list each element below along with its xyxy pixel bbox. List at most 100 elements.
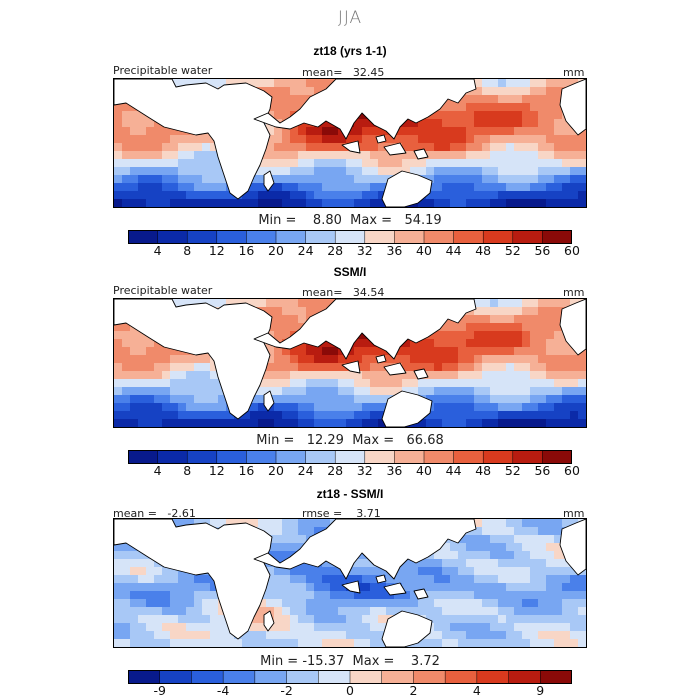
colorbar-tick-label: 40 xyxy=(416,243,432,258)
colorbar-swatch xyxy=(453,230,484,244)
colorbar-swatch xyxy=(445,670,478,684)
colorbar-swatch xyxy=(424,450,455,464)
colorbar-tick-label: -4 xyxy=(216,683,230,698)
colorbar-swatch xyxy=(364,230,395,244)
panel-3-rmse-label: rmse = 3.71 xyxy=(302,507,381,520)
panel-1-map xyxy=(113,78,587,208)
colorbar-tick-label: 36 xyxy=(386,463,403,478)
colorbar-swatch xyxy=(191,670,224,684)
colorbar-swatch xyxy=(483,450,514,464)
colorbar-swatch xyxy=(254,670,288,684)
colorbar-tick-label: 52 xyxy=(504,463,521,478)
colorbar-swatch xyxy=(335,450,366,464)
colorbar-tick-label: 0 xyxy=(346,683,354,698)
colorbar-swatch xyxy=(128,670,161,684)
colorbar-tick-label: 48 xyxy=(475,463,492,478)
panel-1-unit-label: mm xyxy=(563,66,585,79)
panel-1-map-svg xyxy=(114,79,586,207)
colorbar-tick-label: 36 xyxy=(386,243,403,258)
panel-3-unit-label: mm xyxy=(563,507,585,520)
colorbar-tick-label: 44 xyxy=(445,463,462,478)
colorbar-swatch xyxy=(350,670,383,684)
panel-1-min-max: Min = 8.80 Max = 54.19 xyxy=(258,213,442,228)
colorbar-swatch xyxy=(187,230,218,244)
colorbar-swatch xyxy=(476,670,510,684)
colorbar-tick-label: 2 xyxy=(409,683,418,698)
colorbar-tick-label: 32 xyxy=(356,243,373,258)
panel-2-colorbar-ticks: 4 8 12 16 20 24 28 32 36 40 44 48 52 56 60 xyxy=(128,463,580,479)
panel-3-map-svg xyxy=(114,519,586,647)
panel-3-map xyxy=(113,518,587,648)
colorbar-swatch xyxy=(159,670,192,684)
panel-2-min-max: Min = 12.29 Max = 66.68 xyxy=(256,433,444,448)
colorbar-swatch xyxy=(540,670,573,684)
colorbar-tick-label: 4 xyxy=(153,463,162,478)
colorbar-swatch xyxy=(424,230,455,244)
colorbar-tick-label: -9 xyxy=(153,683,166,698)
colorbar-swatch xyxy=(364,450,395,464)
colorbar-swatch xyxy=(128,230,159,244)
colorbar-tick-label: 24 xyxy=(297,463,314,478)
colorbar-tick-label: 40 xyxy=(416,463,432,478)
season-title: JJA xyxy=(337,8,363,28)
colorbar-swatch xyxy=(542,450,573,464)
panel-2-map xyxy=(113,298,587,428)
colorbar-tick-label: 16 xyxy=(238,243,255,258)
colorbar-swatch xyxy=(246,450,277,464)
colorbar-tick-label: 52 xyxy=(504,243,521,258)
colorbar-swatch xyxy=(286,670,319,684)
colorbar-swatch xyxy=(394,450,425,464)
panel-2-map-svg xyxy=(114,299,586,427)
colorbar-tick-label: 60 xyxy=(564,463,580,478)
colorbar-tick-label: 8 xyxy=(183,463,192,478)
colorbar-tick-label: -2 xyxy=(280,683,293,698)
panel-1-title: zt18 (yrs 1-1) xyxy=(313,44,387,58)
continent-outlines xyxy=(114,299,586,427)
colorbar-swatch xyxy=(542,230,573,244)
panel-2-unit-label: mm xyxy=(563,286,585,299)
colorbar-tick-label: 16 xyxy=(238,463,255,478)
colorbar-swatch xyxy=(413,670,446,684)
colorbar-swatch xyxy=(381,670,414,684)
colorbar-swatch xyxy=(508,670,541,684)
colorbar-tick-label: 8 xyxy=(183,243,192,258)
panel-1-mean-label: mean= 32.45 xyxy=(302,66,385,79)
panel-3-min-max: Min = -15.37 Max = 3.72 xyxy=(260,654,440,669)
panel-1-colorbar xyxy=(128,229,573,244)
colorbar-swatch xyxy=(187,450,218,464)
colorbar-tick-label: 56 xyxy=(534,243,551,258)
colorbar-tick-label: 56 xyxy=(534,463,551,478)
colorbar-tick-label: 9 xyxy=(536,683,545,698)
colorbar-swatch xyxy=(453,450,484,464)
colorbar-swatch xyxy=(216,450,247,464)
colorbar-tick-label: 20 xyxy=(268,463,284,478)
colorbar-tick-label: 60 xyxy=(564,243,580,258)
continent-outlines xyxy=(114,79,586,207)
colorbar-swatch xyxy=(128,450,159,464)
panel-2-colorbar xyxy=(128,449,573,464)
colorbar-tick-label: 12 xyxy=(208,243,225,258)
colorbar-swatch xyxy=(276,450,307,464)
colorbar-swatch xyxy=(157,230,188,244)
panel-2-mean-label: mean= 34.54 xyxy=(302,286,385,299)
colorbar-tick-label: 28 xyxy=(327,243,344,258)
colorbar-tick-label: 28 xyxy=(327,463,344,478)
colorbar-tick-label: 32 xyxy=(356,463,373,478)
colorbar-swatch xyxy=(305,230,336,244)
colorbar-swatch xyxy=(223,670,256,684)
colorbar-swatch xyxy=(394,230,425,244)
colorbar-tick-label: 48 xyxy=(475,243,492,258)
colorbar-swatch xyxy=(305,450,336,464)
colorbar-swatch xyxy=(483,230,514,244)
panel-1-variable-label: Precipitable water xyxy=(113,64,213,77)
colorbar-tick-label: 12 xyxy=(208,463,225,478)
colorbar-tick-label: 24 xyxy=(297,243,314,258)
colorbar-tick-label: 20 xyxy=(268,243,284,258)
panel-2-variable-label: Precipitable water xyxy=(113,284,213,297)
panel-3-colorbar xyxy=(128,669,573,684)
colorbar-tick-label: 4 xyxy=(472,683,481,698)
colorbar-swatch xyxy=(246,230,277,244)
panel-3-mean-label: mean = -2.61 xyxy=(113,507,196,520)
colorbar-tick-label: 4 xyxy=(153,243,162,258)
colorbar-swatch xyxy=(157,450,188,464)
